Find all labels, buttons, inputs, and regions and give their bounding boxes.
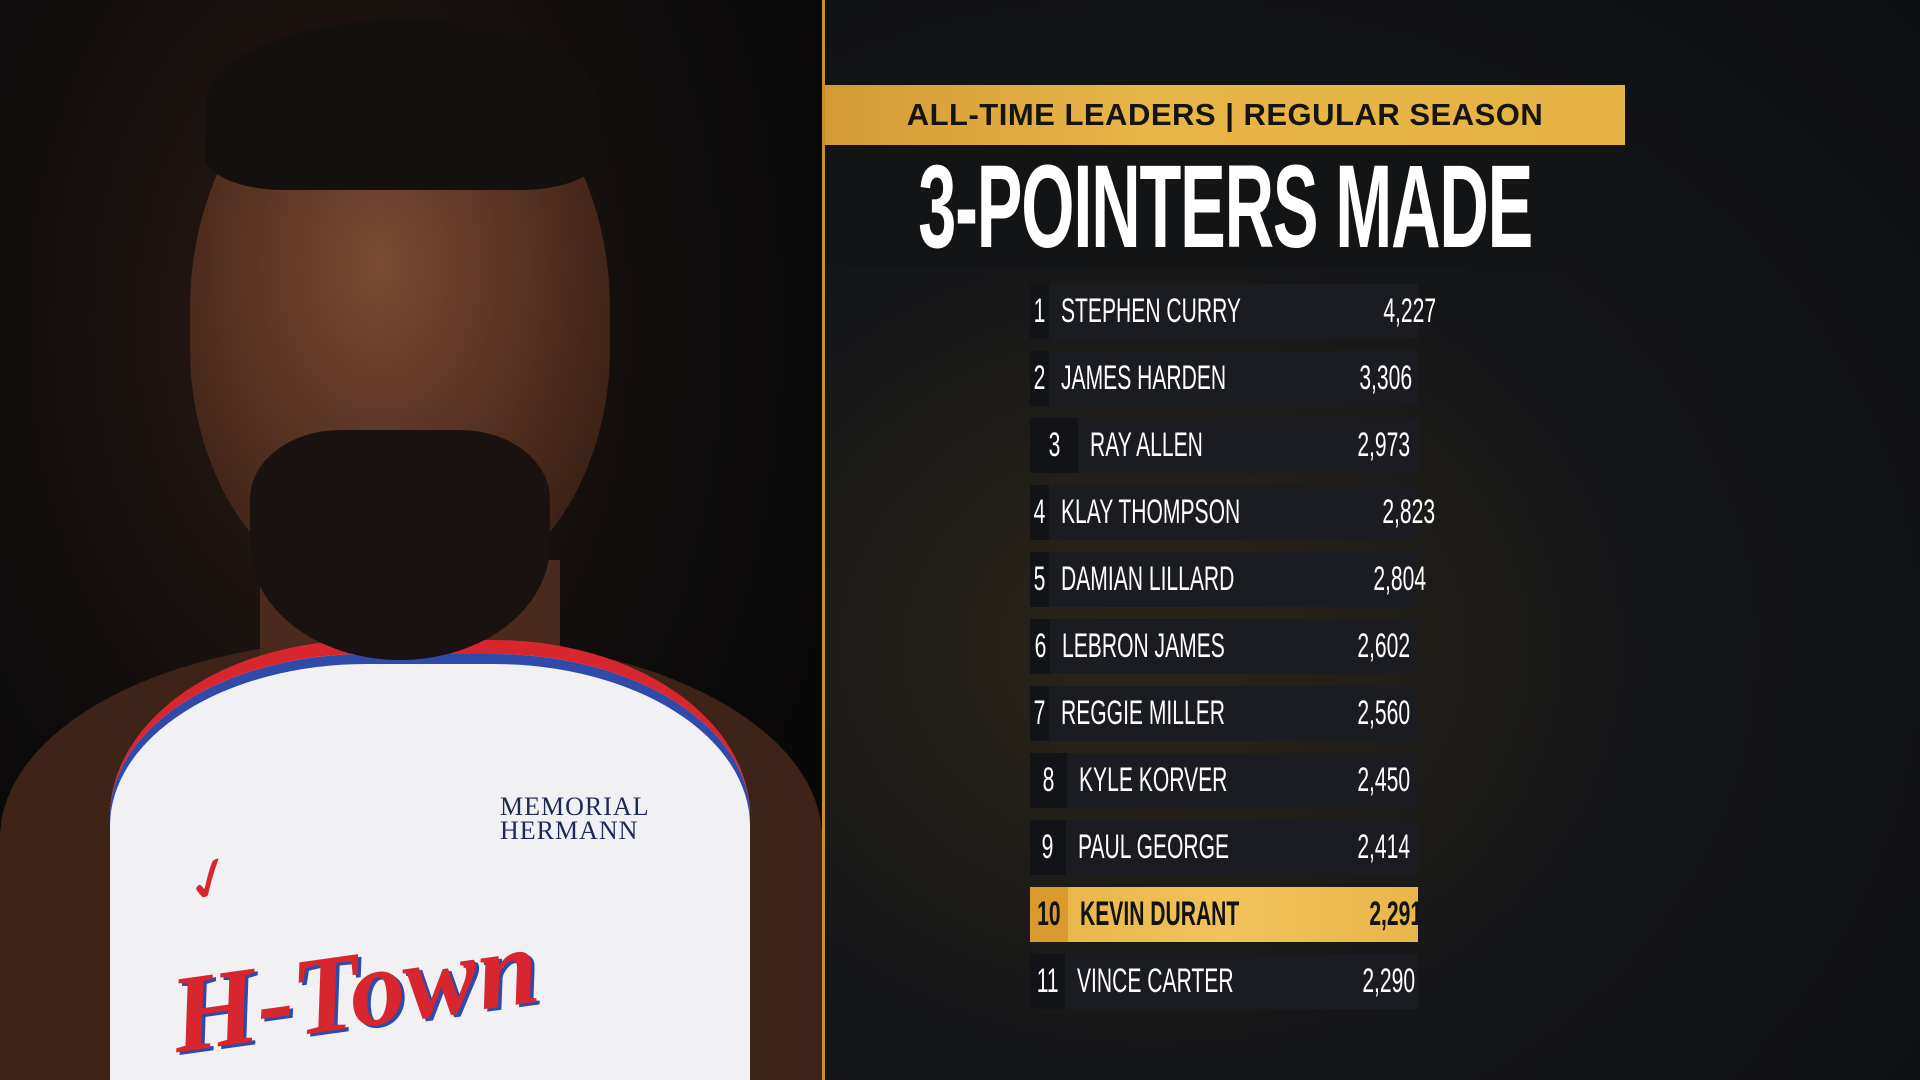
player-name: DAMIAN LILLARD <box>1060 560 1235 598</box>
value-cell: 2,602 <box>1325 619 1418 674</box>
leader-row-highlighted: 10 KEVIN DURANT 2,291 <box>1030 887 1422 942</box>
leader-row: 9 PAUL GEORGE 2,414 <box>1030 820 1418 875</box>
player-name: STEPHEN CURRY <box>1060 292 1241 330</box>
value-cell: 2,290 <box>1330 954 1423 1009</box>
threes-made: 2,602 <box>1357 627 1410 665</box>
threes-made: 3,306 <box>1359 359 1413 397</box>
rank-cell: 5 <box>1030 552 1049 607</box>
rank: 8 <box>1042 761 1055 799</box>
player-name: VINCE CARTER <box>1077 962 1234 1000</box>
leader-row: 4 KLAY THOMPSON 2,823 <box>1030 485 1435 540</box>
rank: 11 <box>1036 962 1059 1000</box>
value-cell: 2,450 <box>1318 753 1418 808</box>
threes-made: 4,227 <box>1383 292 1437 330</box>
threes-made: 2,823 <box>1382 493 1436 531</box>
leader-row: 11 VINCE CARTER 2,290 <box>1030 954 1418 1009</box>
value-cell: 2,804 <box>1341 552 1434 607</box>
value-cell: 2,823 <box>1350 485 1443 540</box>
rank-cell: 2 <box>1030 351 1049 406</box>
rank: 1 <box>1033 292 1046 330</box>
page-title: 3-POINTERS MADE <box>918 140 1533 273</box>
player-name: KEVIN DURANT <box>1079 895 1240 933</box>
rank-cell: 7 <box>1030 686 1049 741</box>
rank: 9 <box>1041 828 1054 866</box>
threes-made: 2,560 <box>1357 694 1411 732</box>
value-cell: 3,306 <box>1327 351 1420 406</box>
rank: 7 <box>1033 694 1046 732</box>
name-cell: VINCE CARTER <box>1065 954 1330 1009</box>
player-name: LEBRON JAMES <box>1062 627 1226 665</box>
player-name: JAMES HARDEN <box>1060 359 1227 397</box>
leader-row: 7 REGGIE MILLER 2,560 <box>1030 686 1418 741</box>
value-cell: 4,227 <box>1351 284 1444 339</box>
threes-made: 2,291 <box>1369 895 1422 933</box>
name-cell: LEBRON JAMES <box>1050 619 1325 674</box>
threes-made: 2,804 <box>1372 560 1426 598</box>
leader-row: 1 STEPHEN CURRY 4,227 <box>1030 284 1436 339</box>
name-cell: RAY ALLEN <box>1078 418 1290 473</box>
value-cell: 2,414 <box>1321 820 1418 875</box>
name-cell: KEVIN DURANT <box>1068 887 1337 942</box>
player-name: KYLE KORVER <box>1078 761 1228 799</box>
threes-made: 2,290 <box>1362 962 1415 1000</box>
rank: 2 <box>1033 359 1046 397</box>
player-name: RAY ALLEN <box>1090 426 1203 464</box>
name-cell: DAMIAN LILLARD <box>1049 552 1341 607</box>
leader-row: 3 RAY ALLEN 2,973 <box>1030 418 1418 473</box>
rank: 3 <box>1048 426 1060 464</box>
name-cell: REGGIE MILLER <box>1049 686 1326 741</box>
name-cell: KYLE KORVER <box>1067 753 1318 808</box>
player-name: KLAY THOMPSON <box>1060 493 1241 531</box>
player-photo: ✓ MEMORIAL HERMANN H-Town <box>0 0 822 1080</box>
player-name: REGGIE MILLER <box>1060 694 1225 732</box>
rank-cell: 6 <box>1030 619 1051 674</box>
rank-cell: 11 <box>1030 954 1066 1009</box>
rank: 4 <box>1033 493 1046 531</box>
gold-divider <box>822 0 825 1080</box>
rank: 10 <box>1037 895 1061 933</box>
name-cell: KLAY THOMPSON <box>1049 485 1350 540</box>
subtitle-text: ALL-TIME LEADERS | REGULAR SEASON <box>906 97 1544 132</box>
subtitle-banner: ALL-TIME LEADERS | REGULAR SEASON <box>825 85 1625 145</box>
threes-made: 2,450 <box>1357 761 1410 799</box>
leader-row: 2 JAMES HARDEN 3,306 <box>1030 351 1418 406</box>
rank-cell: 9 <box>1030 820 1066 875</box>
leader-row: 6 LEBRON JAMES 2,602 <box>1030 619 1418 674</box>
value-cell: 2,291 <box>1337 887 1430 942</box>
player-beard <box>250 430 550 660</box>
threes-made: 2,973 <box>1357 426 1410 464</box>
sponsor-logo: MEMORIAL HERMANN <box>500 792 650 845</box>
rank-cell: 8 <box>1030 753 1067 808</box>
value-cell: 2,973 <box>1290 418 1418 473</box>
threes-made: 2,414 <box>1357 828 1410 866</box>
rank: 5 <box>1033 560 1046 598</box>
leader-row: 8 KYLE KORVER 2,450 <box>1030 753 1418 808</box>
rank-cell: 3 <box>1030 418 1078 473</box>
rank-cell: 1 <box>1030 284 1049 339</box>
rank-cell: 10 <box>1030 887 1068 942</box>
player-hair <box>205 20 600 190</box>
name-cell: PAUL GEORGE <box>1066 820 1322 875</box>
player-name: PAUL GEORGE <box>1077 828 1229 866</box>
title-panel: 3-POINTERS MADE <box>825 145 1625 268</box>
name-cell: STEPHEN CURRY <box>1049 284 1351 339</box>
rank-cell: 4 <box>1030 485 1049 540</box>
rank: 6 <box>1034 627 1046 665</box>
name-cell: JAMES HARDEN <box>1049 351 1327 406</box>
value-cell: 2,560 <box>1325 686 1418 741</box>
leader-row: 5 DAMIAN LILLARD 2,804 <box>1030 552 1426 607</box>
